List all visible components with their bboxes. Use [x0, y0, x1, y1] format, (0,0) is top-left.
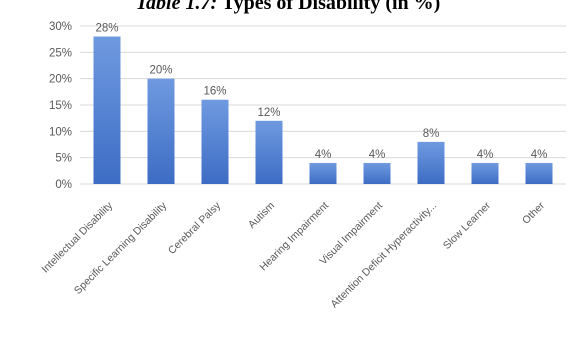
- y-tick-label: 30%: [49, 21, 72, 33]
- y-axis-tick-labels: 0% 5% 10% 15% 20% 25% 30%: [49, 21, 72, 191]
- y-tick-label: 25%: [49, 47, 72, 59]
- y-tick-label: 5%: [55, 153, 72, 165]
- data-label: 4%: [369, 149, 386, 161]
- bars: [93, 36, 553, 185]
- data-label: 8%: [423, 128, 440, 140]
- bar: [255, 120, 283, 184]
- caption-text: Types of Disability (in %): [221, 0, 441, 14]
- y-tick-label: 15%: [49, 100, 72, 112]
- data-label: 20%: [149, 65, 172, 77]
- data-label: 4%: [477, 149, 494, 161]
- data-label: 12%: [257, 107, 280, 119]
- x-tick-label: Attention Deficit Hyperactivity...: [328, 200, 439, 311]
- x-tick-label: Other: [520, 199, 547, 226]
- data-label: 4%: [531, 149, 548, 161]
- bar: [93, 36, 121, 185]
- y-tick-label: 20%: [49, 74, 72, 86]
- data-label: 4%: [315, 149, 332, 161]
- x-tick-label: Cerebral Palsy: [166, 199, 224, 257]
- data-label: 28%: [95, 23, 118, 35]
- y-tick-label: 10%: [49, 126, 72, 138]
- bar: [147, 78, 175, 184]
- bar: [363, 162, 391, 184]
- x-tick-label: Slow Learner: [441, 199, 494, 252]
- bar: [309, 162, 337, 184]
- x-tick-label: Specific Learning Disability: [72, 199, 170, 297]
- y-tick-label: 0%: [55, 179, 72, 191]
- bar: [201, 99, 229, 184]
- chart-caption: Table 1.7: Types of Disability (in %): [0, 0, 576, 15]
- bar: [525, 162, 553, 184]
- caption-label: Table 1.7:: [135, 0, 218, 14]
- bar: [471, 162, 499, 184]
- data-label: 16%: [203, 86, 226, 98]
- bar: [417, 141, 445, 184]
- data-labels: 28% 20% 16% 12% 4% 4% 8% 4% 4%: [95, 23, 547, 161]
- x-tick-label: Autism: [246, 199, 277, 230]
